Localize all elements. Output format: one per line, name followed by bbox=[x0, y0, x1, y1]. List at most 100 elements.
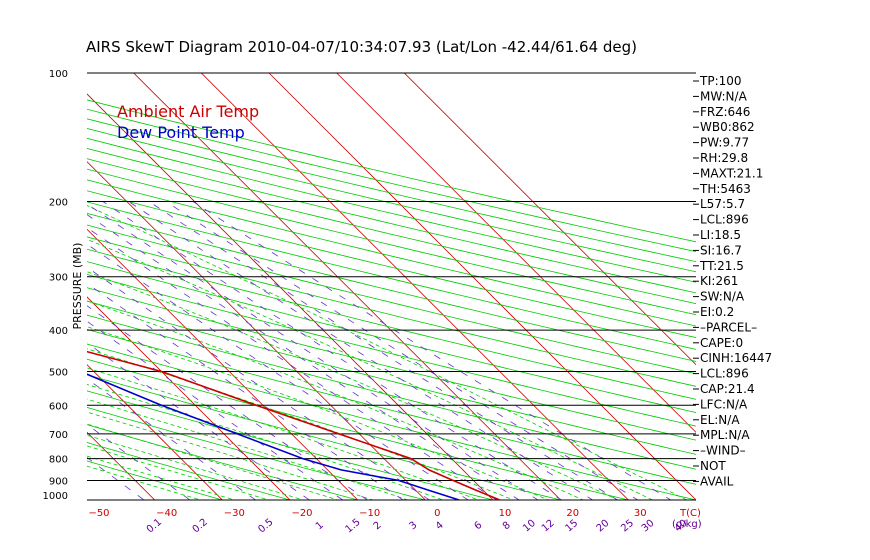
mixing-ratio-label: 8 bbox=[501, 520, 513, 533]
bottom-temperature-label: −50 bbox=[88, 508, 109, 519]
pressure-tick-label: 300 bbox=[49, 273, 68, 284]
isotherm-line bbox=[336, 73, 696, 433]
dry-adiabat-line bbox=[87, 212, 696, 362]
mixing-ratio-line bbox=[148, 201, 619, 500]
mixing-ratio-line bbox=[128, 201, 594, 500]
mixing-ratio-line bbox=[102, 201, 563, 500]
pressure-tick-label: 100 bbox=[49, 69, 68, 80]
bottom-temperature-label: −10 bbox=[359, 508, 380, 519]
index-entry: SI:16.7 bbox=[700, 243, 742, 257]
dry-adiabat-line bbox=[87, 108, 696, 253]
y-axis-label: PRESSURE (MB) bbox=[71, 243, 84, 330]
bottom-temperature-label: 30 bbox=[634, 508, 647, 519]
index-entry: PW:9.77 bbox=[700, 136, 749, 150]
mixing-ratio-line bbox=[87, 203, 539, 500]
index-entry: LI:18.5 bbox=[700, 228, 741, 242]
mixing-ratio-label: 4 bbox=[434, 520, 446, 533]
dry-adiabat-line bbox=[87, 314, 696, 470]
pressure-tick-label: 400 bbox=[49, 326, 68, 337]
pressure-tick-label: 500 bbox=[49, 368, 68, 379]
chart-title: AIRS SkewT Diagram 2010-04-07/10:34:07.9… bbox=[86, 38, 637, 56]
moist-adiabat-line bbox=[87, 445, 271, 500]
index-entry: MPL:N/A bbox=[700, 428, 750, 442]
dry-adiabat-line bbox=[87, 118, 696, 263]
pressure-tick-label: 600 bbox=[49, 401, 68, 412]
mixing-ratio-line bbox=[165, 201, 639, 500]
mixing-ratio-line bbox=[87, 282, 404, 500]
index-entry: –PARCEL– bbox=[700, 320, 757, 334]
moist-adiabat-line bbox=[87, 465, 203, 500]
pressure-tick-label: 800 bbox=[49, 455, 68, 466]
dry-adiabat-line bbox=[87, 158, 696, 305]
moist-adiabat-line bbox=[87, 271, 619, 500]
bottom-temperature-label: 20 bbox=[566, 508, 579, 519]
dry-adiabat-line bbox=[87, 137, 696, 283]
mixing-ratio-label: 6 bbox=[473, 520, 485, 533]
bottom-temperature-label: 0 bbox=[434, 508, 440, 519]
dry-adiabat-line bbox=[87, 358, 631, 500]
index-entry: CAP:21.4 bbox=[700, 382, 755, 396]
index-entry: LFC:N/A bbox=[700, 397, 748, 411]
index-entry: FRZ:646 bbox=[700, 105, 750, 119]
dry-adiabat-line bbox=[87, 248, 696, 400]
dry-adiabat-line bbox=[87, 328, 696, 485]
index-entry: KI:261 bbox=[700, 274, 738, 288]
mixing-ratio-line bbox=[87, 378, 257, 500]
index-entry: LCL:896 bbox=[700, 367, 749, 381]
background-lines bbox=[87, 73, 696, 500]
isotherm-line bbox=[268, 73, 696, 500]
index-entry: EI:0.2 bbox=[700, 305, 734, 319]
legend: Ambient Air Temp Dew Point Temp bbox=[117, 102, 259, 142]
index-entry: RH:29.8 bbox=[700, 151, 748, 165]
dewpoint-profile-line bbox=[87, 373, 460, 500]
index-entry: TP:100 bbox=[699, 74, 742, 88]
mixing-ratio-label: 1 bbox=[314, 520, 326, 533]
pressure-tick-label: 900 bbox=[49, 477, 68, 488]
bottom-temperature-label: 10 bbox=[499, 508, 512, 519]
isobar-lines bbox=[87, 72, 696, 501]
index-entry: LCL:896 bbox=[700, 213, 749, 227]
bottom-temperature-label: −30 bbox=[224, 508, 245, 519]
pressure-tick-label: 700 bbox=[49, 430, 68, 441]
dry-adiabat-line bbox=[87, 236, 696, 387]
dry-adiabat-line bbox=[87, 190, 696, 338]
legend-dew-point-temp: Dew Point Temp bbox=[117, 123, 245, 142]
dry-adiabat-line bbox=[87, 274, 696, 427]
moist-adiabat-line bbox=[87, 455, 237, 500]
pressure-tick-label: 1000 bbox=[43, 491, 68, 502]
index-entry: MAXT:21.1 bbox=[700, 166, 763, 180]
index-entry: AVAIL bbox=[700, 474, 734, 488]
dry-adiabat-line bbox=[87, 179, 696, 327]
dry-adiabat-line bbox=[87, 287, 696, 441]
index-entry: MW:N/A bbox=[700, 89, 748, 103]
index-entry: WB0:862 bbox=[700, 120, 755, 134]
pressure-tick-labels: 100 200 300 400 500 600 700 800 900 1000 bbox=[43, 69, 68, 502]
mixing-ratio-label: 2 bbox=[372, 520, 384, 533]
index-entry: EL:N/A bbox=[700, 413, 740, 427]
dry-adiabat-line bbox=[87, 147, 696, 294]
dry-adiabat-line bbox=[87, 224, 696, 375]
index-entry: NOT bbox=[700, 459, 726, 473]
x-axis-label: T(C) bbox=[679, 508, 701, 519]
isotherm-line bbox=[404, 73, 696, 366]
dry-adiabat-line bbox=[87, 374, 563, 500]
mixing-ratio-unit-label: (g/kg) bbox=[672, 519, 702, 530]
dry-adiabat-line bbox=[87, 300, 696, 455]
index-entry: L57:5.7 bbox=[700, 197, 745, 211]
mixing-ratio-line bbox=[87, 243, 469, 500]
dry-adiabat-line bbox=[87, 261, 696, 413]
index-entry: TT:21.5 bbox=[699, 259, 744, 273]
legend-ambient-air-temp: Ambient Air Temp bbox=[117, 102, 259, 121]
moist-adiabat-line bbox=[87, 367, 480, 500]
bottom-temperature-label: −20 bbox=[291, 508, 312, 519]
dry-adiabat-line bbox=[87, 201, 696, 350]
index-entry: CAPE:0 bbox=[700, 336, 743, 350]
bottom-temperature-label: −40 bbox=[156, 508, 177, 519]
dry-adiabat-lines bbox=[87, 99, 696, 500]
isotherm-line bbox=[87, 364, 223, 500]
bottom-temperature-labels: −50 −40 −30 −20 −10 0 10 20 30 bbox=[88, 508, 646, 519]
isotherm-line bbox=[87, 296, 291, 500]
index-entry: –WIND– bbox=[700, 444, 746, 458]
